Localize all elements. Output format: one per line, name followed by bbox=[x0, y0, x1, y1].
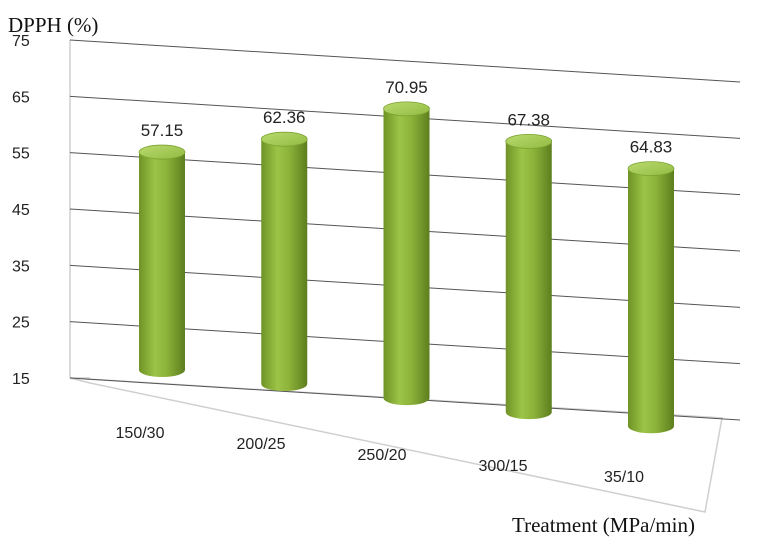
bar-top bbox=[138, 144, 186, 160]
bar-body bbox=[139, 152, 185, 377]
bars bbox=[138, 101, 675, 434]
bar bbox=[505, 133, 553, 420]
bar-top bbox=[505, 133, 553, 149]
category-label: 200/25 bbox=[237, 436, 286, 453]
bar-top bbox=[260, 131, 308, 147]
data-labels: 57.15 62.36 70.95 67.38 64.83 bbox=[141, 78, 673, 157]
data-label: 67.38 bbox=[507, 110, 550, 129]
x-axis-title: Treatment (MPa/min) bbox=[512, 513, 695, 537]
bar bbox=[260, 131, 308, 392]
floor bbox=[69, 377, 723, 513]
y-axis-ticks: 75 65 55 45 35 25 15 bbox=[12, 33, 30, 388]
category-label: 250/20 bbox=[358, 447, 407, 464]
data-label: 57.15 bbox=[141, 121, 184, 140]
y-tick-label: 75 bbox=[12, 33, 30, 50]
gridline bbox=[69, 39, 741, 83]
y-tick-label: 45 bbox=[12, 202, 30, 219]
y-tick-label: 15 bbox=[12, 371, 30, 388]
bar-body bbox=[628, 168, 674, 434]
category-labels: 150/30 200/25 250/20 300/15 35/10 bbox=[116, 425, 645, 486]
y-axis-title: DPPH (%) bbox=[8, 13, 98, 37]
bar bbox=[383, 101, 430, 406]
bar bbox=[627, 161, 675, 434]
data-label: 62.36 bbox=[263, 108, 306, 127]
bar-body bbox=[383, 108, 430, 406]
y-tick-label: 35 bbox=[12, 258, 30, 275]
bar-top bbox=[627, 161, 675, 177]
bar-top bbox=[383, 101, 430, 117]
y-tick-label: 55 bbox=[12, 146, 30, 163]
y-tick-label: 65 bbox=[12, 89, 30, 106]
data-label: 70.95 bbox=[385, 78, 428, 97]
category-label: 150/30 bbox=[116, 425, 165, 442]
bar-body bbox=[261, 139, 308, 392]
bar-body bbox=[505, 141, 552, 420]
bar bbox=[138, 144, 186, 377]
y-tick-label: 25 bbox=[12, 315, 30, 332]
category-label: 35/10 bbox=[604, 469, 644, 486]
category-label: 300/15 bbox=[479, 458, 528, 475]
data-label: 64.83 bbox=[630, 138, 673, 157]
